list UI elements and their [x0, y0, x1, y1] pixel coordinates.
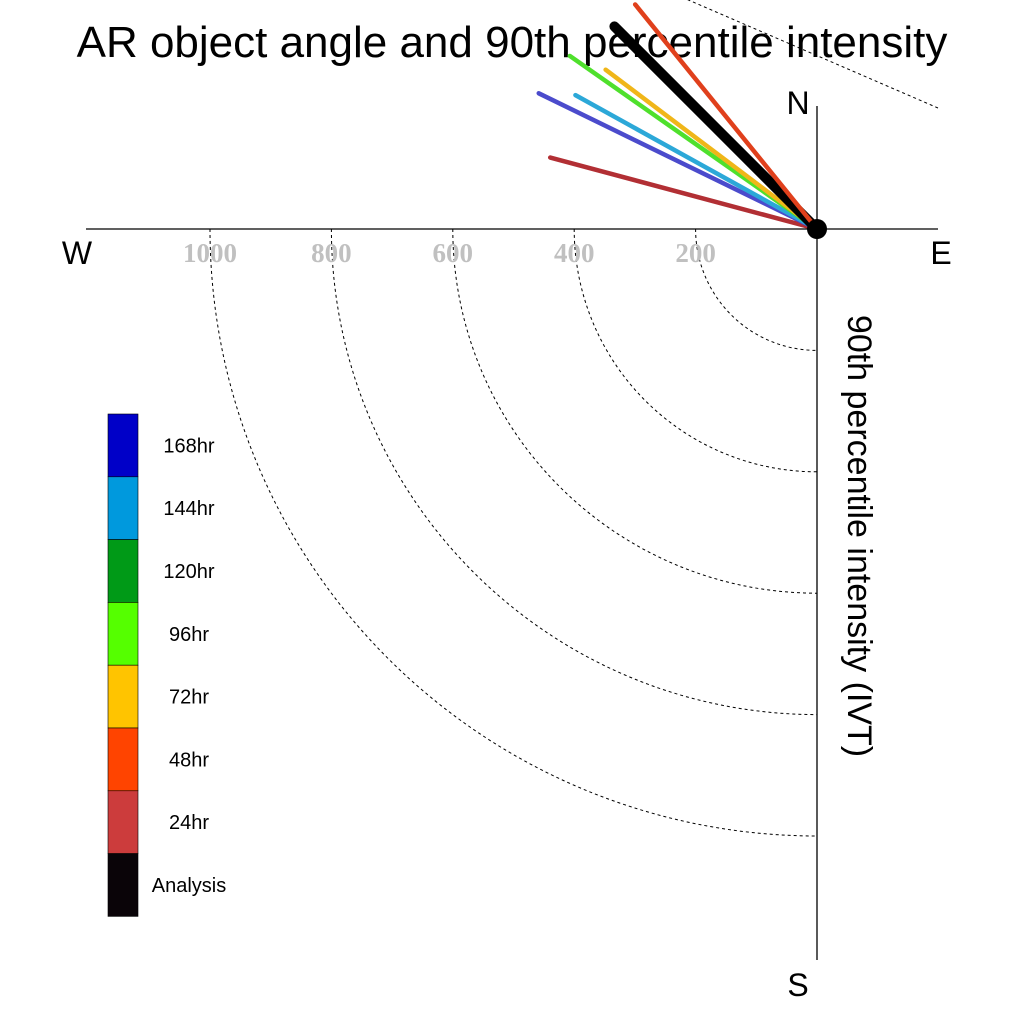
legend-label: 48hr	[169, 749, 209, 771]
radial-tick-labels: 1000 800 600 400 200	[183, 238, 716, 268]
grid-ring	[209, 228, 818, 837]
grid	[209, 0, 939, 837]
north-label: N	[786, 85, 809, 121]
grid-ring	[573, 228, 818, 473]
legend-label: 96hr	[169, 624, 209, 646]
series-line-24hr	[547, 155, 820, 232]
chart-title: AR object angle and 90th percentile inte…	[77, 18, 948, 67]
legend-swatch	[107, 664, 139, 729]
grid-ring	[452, 228, 818, 594]
legend-label: 144hr	[163, 498, 214, 520]
grid-ring	[695, 228, 818, 351]
grid-ring	[330, 228, 818, 716]
legend-swatch	[107, 413, 139, 478]
origin-marker	[807, 219, 827, 239]
legend-label: 168hr	[163, 435, 214, 457]
radial-tick-label: 200	[675, 238, 716, 268]
series-line-72hr	[603, 67, 820, 232]
legend-swatch	[107, 727, 139, 792]
legend-swatch	[107, 476, 139, 540]
series-line-144hr	[573, 92, 820, 232]
legend-swatch	[107, 539, 139, 603]
legend-swatch	[107, 853, 139, 917]
east-label: E	[930, 235, 951, 271]
series-line-168hr	[536, 91, 820, 232]
y-axis-title: 90th percentile intensity (IVT)	[840, 315, 878, 757]
legend-label: 24hr	[169, 812, 209, 834]
series-line-analysis	[609, 21, 822, 234]
series-lines	[536, 2, 822, 234]
south-label: S	[787, 967, 808, 1003]
legend-swatch	[107, 790, 139, 854]
radial-tick-label: 800	[311, 238, 352, 268]
radial-tick-label: 600	[433, 238, 474, 268]
legend-swatch	[107, 602, 139, 666]
radial-tick-label: 1000	[183, 238, 237, 268]
west-label: W	[62, 235, 93, 271]
legend-label: 72hr	[169, 687, 209, 709]
legend-label: 120hr	[163, 561, 214, 583]
legend: 168hr 144hr 120hr 96hr 72hr 48hr 24hr Analysis	[107, 413, 226, 917]
series-line-48hr	[632, 2, 820, 232]
radial-tick-label: 400	[554, 238, 595, 268]
legend-label: Analysis	[152, 875, 226, 897]
